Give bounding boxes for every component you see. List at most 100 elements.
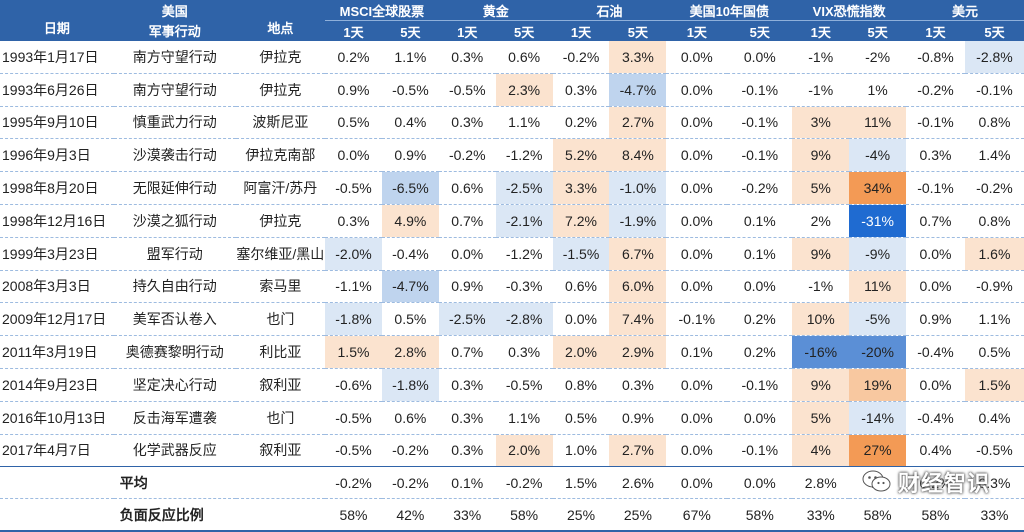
summary-spacer (0, 467, 114, 499)
header-location: 地点 (235, 0, 326, 41)
cell-value: 0.0% (680, 442, 713, 459)
cell-location: 利比亚 (259, 344, 302, 361)
cell-value: 5% (792, 171, 850, 205)
cell-value: 0.0% (451, 245, 484, 262)
cell-date: 2011年3月19日 (2, 344, 98, 361)
cell-operation: 美军否认卷入 (132, 311, 217, 328)
cell-value: -1% (808, 81, 834, 98)
cell-value: 3% (792, 106, 850, 139)
cell-value: -1.8% (325, 302, 382, 336)
cell-value: 0.9% (337, 81, 370, 98)
header-5day: 5天 (495, 20, 553, 41)
table-row: 2008年3月3日 持久自由行动 索马里 -1.1% -4.7% 0.9% -0.3% 0.6… (0, 270, 1024, 303)
cell-value: 0.0% (680, 376, 713, 393)
cell-value: -4.7% (381, 270, 439, 303)
cell-value: 2.8% (381, 335, 439, 369)
cell-location: 也门 (266, 409, 295, 426)
table-row: 2009年12月17日 美军否认卷入 也门 -1.8% 0.5% -2.5% -2.8% 0.… (0, 302, 1024, 336)
cell-location: 索马里 (259, 278, 302, 295)
summary-value: 25% (623, 506, 652, 523)
cell-value: -0.5% (392, 81, 429, 98)
table-row: 1998年12月16日 沙漠之狐行动 伊拉克 0.3% 4.9% 0.7% -2.1% 7.2… (0, 204, 1024, 238)
table-row: 2017年4月7日 化学武器反应 叙利亚 -0.5% -0.2% 0.3% 2.0% 1.0%… (0, 434, 1024, 467)
cell-value: 0.6% (508, 48, 541, 65)
cell-value: -1.2% (505, 245, 543, 262)
cell-value: 0.5% (394, 311, 427, 328)
cell-value: 0.3% (451, 409, 484, 426)
cell-value: -0.2% (448, 147, 486, 164)
table-row: 1998年8月20日 无限延伸行动 阿富汗/苏丹 -0.5% -6.5% 0.6% -2.5… (0, 171, 1024, 205)
cell-value: -14% (849, 401, 907, 435)
cell-value: 1.1% (508, 409, 541, 426)
cell-date: 1998年8月20日 (2, 180, 99, 197)
cell-value: 1.1% (978, 311, 1011, 328)
header-group-vix: VIX恐慌指数 (792, 0, 907, 21)
cell-value: 2.3% (495, 73, 553, 107)
cell-value: 0.0% (680, 245, 713, 262)
cell-date: 1996年9月3日 (2, 147, 91, 164)
cell-value: -0.1% (917, 114, 954, 131)
header-1day: 1天 (438, 20, 496, 41)
cell-value: 7.2% (552, 204, 610, 238)
cell-value: 0.8% (978, 212, 1011, 229)
cell-value: 0.9% (919, 311, 952, 328)
cell-value: -2.1% (495, 204, 553, 238)
cell-value: 0.7% (451, 212, 484, 229)
cell-value: -5% (849, 302, 907, 336)
cell-value: 1.1% (394, 48, 427, 65)
table-row: 1995年9月10日 慎重武力行动 波斯尼亚 0.5% 0.4% 0.3% 1.1% 0.2%… (0, 106, 1024, 139)
cell-value: -1% (808, 48, 834, 65)
cell-date: 2008年3月3日 (2, 278, 91, 295)
header-5day: 5天 (727, 20, 793, 41)
cell-location: 阿富汗/苏丹 (243, 180, 318, 197)
cell-value: 0.5% (978, 344, 1011, 361)
cell-value: -20% (849, 335, 907, 369)
cell-value: 0.3% (621, 376, 654, 393)
header-date: 日期 (0, 0, 114, 41)
cell-value: 0.0% (680, 278, 713, 295)
table-row: 1996年9月3日 沙漠袭击行动 伊拉克南部 0.0% 0.9% -0.2% -1.2% 5.… (0, 138, 1024, 172)
cell-operation: 坚定决心行动 (132, 376, 217, 393)
cell-value: 0.9% (394, 147, 427, 164)
cell-value: 0.3% (451, 48, 484, 65)
cell-value: 0.6% (451, 180, 484, 197)
summary-value: 0.1% (451, 474, 484, 491)
cell-location: 波斯尼亚 (252, 114, 309, 131)
cell-value: 0.3% (508, 344, 541, 361)
cell-value: 0.4% (978, 409, 1011, 426)
cell-value: -9% (849, 237, 907, 271)
cell-value: 0.3% (451, 114, 484, 131)
cell-value: 3.3% (552, 171, 610, 205)
cell-operation: 沙漠袭击行动 (132, 147, 217, 164)
summary-row: 负面反应比例 58% 42% 33% 58% 25% 25% 67% 58% 33% 58% 58% 3… (0, 499, 1024, 532)
cell-value: 5.2% (552, 138, 610, 172)
cell-value: -2.5% (495, 171, 553, 205)
cell-value: -0.2% (562, 48, 600, 65)
summary-value: 58% (863, 506, 892, 523)
cell-value: 0.4% (919, 442, 952, 459)
cell-value: 1.1% (508, 114, 541, 131)
cell-value: 0.6% (565, 278, 597, 295)
cell-value: 8.4% (609, 138, 667, 172)
header-1day: 1天 (552, 20, 610, 41)
cell-location: 伊拉克南部 (245, 147, 316, 164)
table-row: 2014年9月23日 坚定决心行动 叙利亚 -0.6% -1.8% 0.3% -0.5% 0.… (0, 368, 1024, 402)
cell-value: 0.8% (978, 114, 1011, 131)
cell-value: 0.8% (565, 376, 597, 393)
cell-value: -0.1% (741, 147, 779, 164)
header-1day: 1天 (666, 20, 728, 41)
cell-operation: 盟军行动 (146, 245, 203, 262)
cell-value: 19% (849, 368, 907, 402)
cell-value: 0.0% (919, 376, 952, 393)
table-row: 2016年10月13日 反击海军遭袭 也门 -0.5% 0.6% 0.3% 1.1% 0.5%… (0, 401, 1024, 435)
cell-value: -0.4% (392, 245, 429, 262)
cell-value: 3.3% (609, 41, 667, 74)
cell-operation: 持久自由行动 (132, 278, 217, 295)
cell-value: 2.9% (609, 335, 667, 369)
cell-value: 1% (867, 81, 888, 98)
summary-label: 平均 (119, 474, 148, 491)
cell-date: 1995年9月10日 (2, 114, 99, 131)
cell-value: 9% (792, 237, 850, 271)
summary-value: 25% (567, 506, 596, 523)
